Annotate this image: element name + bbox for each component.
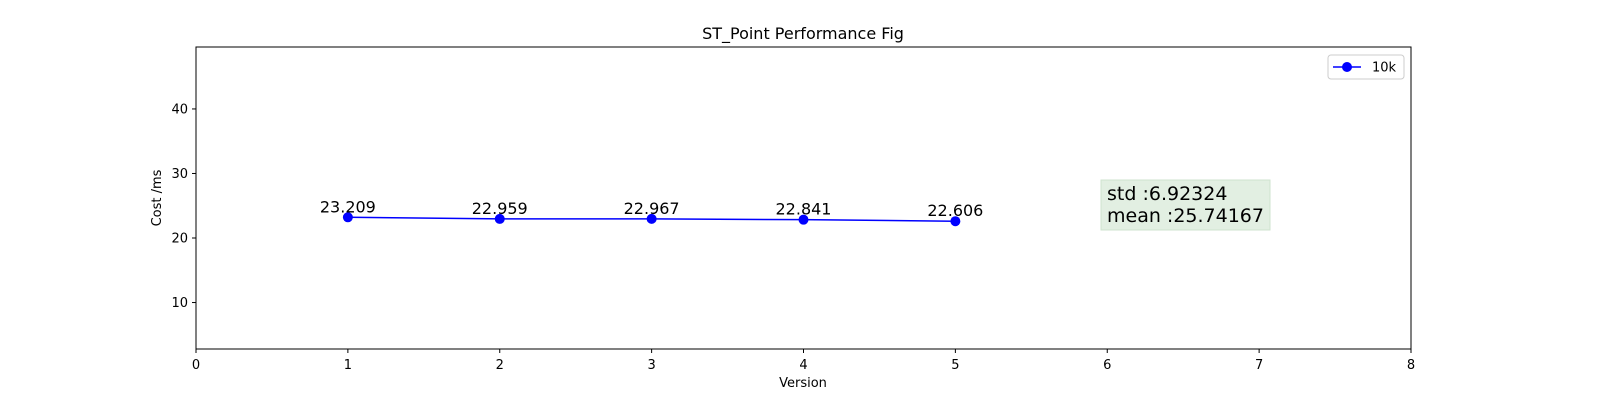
x-tick-label-2: 2: [496, 358, 504, 373]
data-point-1: [342, 212, 353, 223]
x-tick-label-0: 0: [192, 358, 200, 373]
x-tick-label-1: 1: [344, 358, 352, 373]
data-point-5: [950, 216, 961, 227]
x-tick-label-7: 7: [1255, 358, 1263, 373]
stats-mean: mean :25.74167: [1107, 205, 1264, 227]
y-tick-label-10: 10: [171, 296, 188, 311]
x-tick-label-5: 5: [951, 358, 959, 373]
x-tick-label-3: 3: [647, 358, 655, 373]
stats-box: [1100, 179, 1271, 231]
y-axis: 10 20 30 40: [171, 102, 196, 311]
data-label-3: 22.967: [624, 199, 680, 218]
data-label-4: 22.841: [776, 200, 832, 219]
x-tick-label-4: 4: [799, 358, 807, 373]
y-tick-label-40: 40: [171, 102, 188, 117]
y-tick-label-30: 30: [171, 167, 188, 182]
x-axis: 0 1 2 3 4 5 6 7 8: [192, 349, 1415, 373]
y-axis-label: Cost /ms: [150, 169, 165, 226]
stats-std: std :6.92324: [1107, 183, 1227, 205]
data-label-2: 22.959: [472, 199, 528, 218]
data-point-3: [646, 213, 657, 224]
data-label-5: 22.606: [927, 201, 983, 220]
chart-title: ST_Point Performance Fig: [702, 24, 904, 44]
legend-box: [1327, 54, 1405, 80]
x-axis-label: Version: [779, 376, 827, 391]
data-point-4: [798, 214, 809, 225]
x-tick-label-6: 6: [1103, 358, 1111, 373]
x-tick-label-8: 8: [1407, 358, 1415, 373]
legend: 10k: [1327, 54, 1405, 80]
legend-label-10k: 10k: [1372, 61, 1397, 76]
legend-marker-swatch: [1342, 62, 1352, 72]
stats-annotation: std :6.92324 mean :25.74167: [1100, 179, 1271, 231]
y-tick-label-20: 20: [171, 232, 188, 247]
data-point-2: [494, 213, 505, 224]
plot-area: 23.209 22.959 22.967 22.841 22.606: [320, 197, 983, 227]
data-label-1: 23.209: [320, 197, 376, 216]
